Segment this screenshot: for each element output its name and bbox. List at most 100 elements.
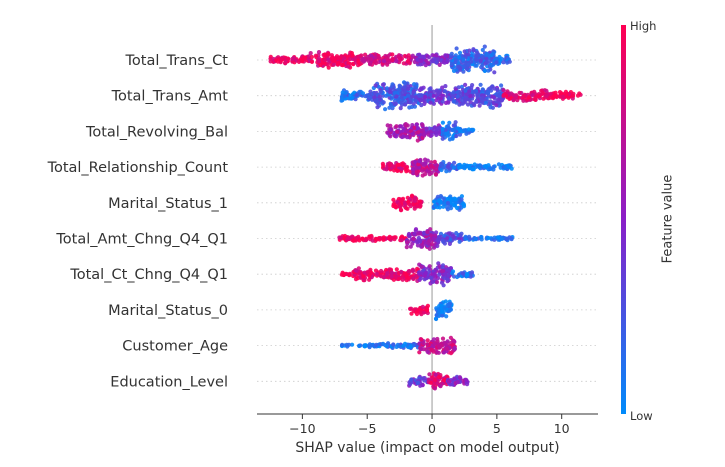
shap-point bbox=[444, 346, 449, 351]
shap-point bbox=[392, 91, 397, 96]
shap-point bbox=[465, 102, 471, 107]
shap-point bbox=[392, 168, 397, 173]
shap-point bbox=[485, 89, 490, 94]
shap-point bbox=[455, 380, 460, 385]
shap-point bbox=[442, 305, 447, 310]
shap-point bbox=[501, 88, 506, 93]
shap-point bbox=[444, 131, 449, 136]
shap-point bbox=[406, 269, 411, 274]
shap-point bbox=[348, 56, 353, 62]
shap-point bbox=[406, 86, 411, 91]
shap-point bbox=[437, 62, 442, 67]
shap-point bbox=[448, 307, 453, 312]
shap-point bbox=[435, 126, 440, 131]
shap-point bbox=[425, 338, 430, 343]
shap-point bbox=[415, 126, 420, 131]
shap-point bbox=[431, 127, 436, 132]
shap-point bbox=[386, 341, 391, 346]
shap-point bbox=[309, 59, 315, 64]
shap-point bbox=[454, 46, 459, 51]
shap-point bbox=[445, 164, 450, 169]
shap-point bbox=[408, 382, 413, 387]
shap-point bbox=[384, 93, 389, 98]
shap-point bbox=[443, 100, 449, 105]
shap-point bbox=[445, 58, 450, 63]
shap-point bbox=[471, 127, 476, 132]
shap-point bbox=[373, 61, 379, 66]
shap-point bbox=[432, 199, 437, 204]
shap-point bbox=[393, 205, 399, 210]
shap-point bbox=[350, 342, 355, 347]
shap-point bbox=[494, 60, 499, 65]
shap-point bbox=[491, 167, 496, 172]
shap-point bbox=[482, 68, 487, 73]
shap-point bbox=[457, 50, 463, 55]
shap-point bbox=[456, 272, 461, 277]
shap-point bbox=[361, 274, 366, 279]
shap-point bbox=[491, 101, 496, 106]
shap-point bbox=[404, 274, 409, 279]
shap-point bbox=[367, 62, 373, 67]
shap-point bbox=[454, 133, 459, 139]
shap-point bbox=[422, 277, 427, 282]
x-tick-label: −10 bbox=[289, 421, 315, 436]
shap-point bbox=[399, 269, 404, 274]
shap-point bbox=[394, 94, 399, 99]
shap-point bbox=[460, 271, 465, 276]
shap-point bbox=[530, 93, 535, 98]
shap-point bbox=[420, 123, 425, 128]
shap-point bbox=[416, 380, 421, 385]
feature-label: Total_Relationship_Count bbox=[47, 160, 229, 176]
shap-point bbox=[410, 94, 415, 99]
shap-point bbox=[346, 342, 352, 347]
shap-point bbox=[429, 164, 434, 169]
shap-point bbox=[402, 53, 407, 59]
shap-point bbox=[442, 276, 447, 281]
shap-point bbox=[404, 278, 409, 283]
shap-point bbox=[425, 229, 430, 235]
shap-point bbox=[302, 56, 308, 61]
shap-point bbox=[492, 70, 497, 75]
shap-point bbox=[386, 235, 392, 241]
shap-point bbox=[331, 59, 336, 64]
shap-point bbox=[422, 240, 428, 246]
shap-point bbox=[419, 264, 424, 270]
shap-point bbox=[409, 377, 414, 382]
shap-point bbox=[399, 95, 404, 100]
feature-beeswarm bbox=[385, 120, 476, 143]
shap-point bbox=[363, 238, 368, 243]
shap-point bbox=[465, 382, 470, 387]
shap-point bbox=[486, 68, 491, 73]
shap-point bbox=[457, 102, 462, 107]
shap-point bbox=[440, 268, 445, 274]
shap-point bbox=[418, 199, 423, 204]
shap-point bbox=[389, 270, 395, 275]
shap-point bbox=[440, 309, 445, 315]
shap-point bbox=[377, 94, 382, 99]
shap-point bbox=[374, 271, 380, 276]
shap-point bbox=[575, 93, 581, 98]
shap-point bbox=[452, 346, 457, 351]
shap-point bbox=[401, 61, 406, 66]
shap-point bbox=[412, 85, 417, 90]
shap-point bbox=[460, 98, 465, 103]
shap-point bbox=[394, 129, 400, 134]
shap-point bbox=[376, 55, 381, 60]
shap-point bbox=[415, 243, 420, 248]
x-tick-label: 5 bbox=[493, 421, 501, 436]
shap-point bbox=[391, 164, 397, 169]
shap-point bbox=[396, 344, 402, 349]
shap-point bbox=[380, 161, 385, 166]
shap-point bbox=[451, 165, 457, 170]
shap-point bbox=[309, 54, 314, 60]
feature-labels: Total_Trans_Ct Total_Trans_Amt Total_Revol… bbox=[47, 53, 229, 390]
shap-point bbox=[414, 309, 419, 314]
feature-label: Marital_Status_1 bbox=[108, 196, 228, 212]
shap-point bbox=[342, 233, 348, 239]
shap-point bbox=[318, 62, 323, 68]
shap-point bbox=[411, 236, 416, 241]
shap-point bbox=[482, 44, 487, 49]
shap-point bbox=[418, 276, 423, 281]
shap-point bbox=[566, 95, 571, 100]
